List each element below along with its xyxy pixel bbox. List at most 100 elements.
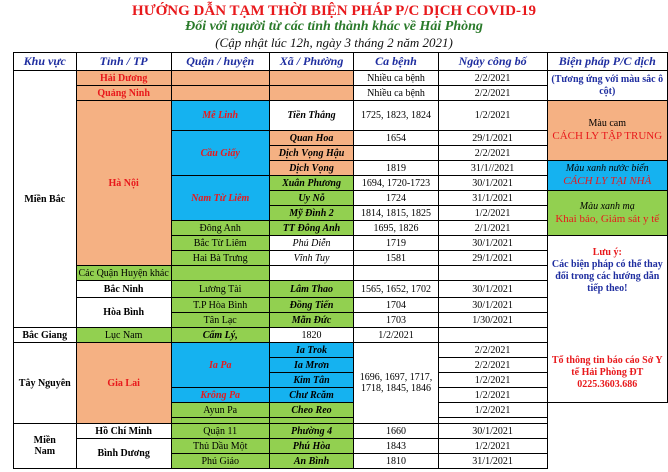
cases-dong-tien: 1704 bbox=[353, 297, 439, 313]
ward-tien-thang: Tiền Thắng bbox=[268, 100, 355, 131]
date-vinh-tuy: 29/1/2021 bbox=[437, 250, 548, 266]
ward-chu-rcam: Chư Rcăm bbox=[268, 387, 355, 403]
date-an-binh: 31/1/2021 bbox=[437, 453, 548, 469]
district-bac-tu-liem: Bắc Từ Liêm bbox=[170, 235, 270, 251]
cases-phu-hoa: 1843 bbox=[353, 438, 439, 454]
ward-dich-vong-hau: Dịch Vọng Hậu bbox=[268, 145, 355, 161]
cases-my-dinh-2: 1814, 1815, 1825 bbox=[353, 205, 439, 221]
cases-uy-no: 1724 bbox=[353, 190, 439, 206]
note-body: Các biện pháp có thể thay đổi trong các … bbox=[551, 259, 663, 294]
province-quang-ninh: Quảng Ninh bbox=[75, 85, 172, 101]
province-hai-duong: Hải Dương bbox=[75, 70, 172, 86]
ward-man-duc: Mãn Đức bbox=[268, 312, 355, 328]
measure-orange: Màu cam CÁCH LY TẬP TRUNG bbox=[546, 100, 668, 161]
district-hai-ba-trung: Hai Bà Trưng bbox=[170, 250, 270, 266]
ward-cam-ly: Cẩm Lý, bbox=[170, 327, 270, 343]
date-dich-vong-hau: 2/2/2021 bbox=[437, 145, 548, 161]
district-tp-hoa-binh: T.P Hòa Bình bbox=[170, 297, 270, 313]
measure-corresponding: (Tương ứng với màu sắc ô cột) bbox=[546, 70, 668, 101]
cases-man-duc: 1703 bbox=[353, 312, 439, 328]
cases-phu-dien: 1719 bbox=[353, 235, 439, 251]
district-ia-pa: Ia Pa bbox=[170, 342, 270, 388]
ward-tt-dong-anh: TT Đông Anh bbox=[268, 220, 355, 236]
date-man-duc: 1/30/2021 bbox=[437, 312, 548, 328]
cases-tt-dong-anh: 1695, 1826 bbox=[353, 220, 439, 236]
date-ia-trok: 2/2/2021 bbox=[437, 342, 548, 358]
date-ia-mron: 2/2/2021 bbox=[437, 357, 548, 373]
cases-quan-hoa: 1654 bbox=[353, 130, 439, 146]
date-cam-ly: 1/2/2021 bbox=[353, 327, 439, 343]
district-dong-anh: Đông Anh bbox=[170, 220, 270, 236]
cases-an-binh: 1810 bbox=[353, 453, 439, 469]
date-quang-ninh: 2/2/2021 bbox=[437, 85, 548, 101]
date-uy-no: 31/1/2021 bbox=[437, 190, 548, 206]
district-cau-giay: Cầu Giấy bbox=[170, 130, 270, 176]
district-thu-dau-mot: Thủ Dầu Một bbox=[170, 438, 270, 454]
cases-quang-ninh: Nhiều ca bệnh bbox=[353, 85, 439, 101]
cases-phuong-4: 1660 bbox=[353, 423, 439, 439]
header-region: Khu vực bbox=[13, 52, 77, 71]
ward-dich-vong: Dịch Vọng bbox=[268, 160, 355, 176]
header-measures: Biện pháp P/C dịch bbox=[546, 52, 668, 71]
ward-xuan-phuong: Xuân Phương bbox=[268, 175, 355, 191]
ward-lam-thao: Lâm Thao bbox=[268, 280, 355, 298]
covid-guidance-table: Khu vực Tỉnh / TP Quận / huyện Xã / Phườ… bbox=[13, 52, 668, 469]
ward-ia-mron: Ia Mrơn bbox=[268, 357, 355, 373]
province-bac-giang: Bắc Giang bbox=[13, 327, 77, 343]
cases-cam-ly: 1820 bbox=[268, 327, 355, 343]
ward-an-binh: An Bình bbox=[268, 453, 355, 469]
district-ayun-pa: Ayun Pa bbox=[170, 402, 270, 418]
date-my-dinh-2: 1/2/2021 bbox=[437, 205, 548, 221]
header-cases: Ca bệnh bbox=[353, 52, 439, 71]
cases-hai-duong: Nhiều ca bệnh bbox=[353, 70, 439, 86]
province-ha-noi: Hà Nội bbox=[75, 100, 172, 266]
page-subtitle: Đối với người từ các tỉnh thành khác về … bbox=[185, 19, 483, 34]
cases-lam-thao: 1565, 1652, 1702 bbox=[353, 280, 439, 298]
date-chu-rcam: 1/2/2021 bbox=[437, 387, 548, 403]
district-krong-pa: Krông Pa bbox=[170, 387, 270, 403]
measure-green: Màu xanh mạ Khai báo, Giám sát y tế bbox=[546, 190, 668, 236]
province-ho-chi-minh: Hồ Chí Minh bbox=[75, 423, 172, 439]
district-luc-nam: Lục Nam bbox=[75, 327, 172, 343]
header-district: Quận / huyện bbox=[170, 52, 270, 71]
district-tan-lac: Tân Lạc bbox=[170, 312, 270, 328]
date-me-linh: 1/2/2021 bbox=[437, 100, 548, 131]
district-cac-quan-khac: Các Quận Huyện khác bbox=[75, 265, 172, 281]
cases-xuan-phuong: 1694, 1720-1723 bbox=[353, 175, 439, 191]
cases-me-linh: 1725, 1823, 1824 bbox=[353, 100, 439, 131]
date-tt-dong-anh: 2/1/2021 bbox=[437, 220, 548, 236]
measure-notes: Lưu ý: Các biện pháp có thể thay đổi tro… bbox=[546, 235, 668, 403]
district-me-linh: Mê Linh bbox=[170, 100, 270, 131]
date-phu-hoa: 1/2/2021 bbox=[437, 438, 548, 454]
page-title: HƯỚNG DẪN TẠM THỜI BIỆN PHÁP P/C DỊCH CO… bbox=[132, 3, 536, 19]
province-hoa-binh: Hòa Bình bbox=[75, 297, 172, 328]
cases-gia-lai: 1696, 1697, 1717, 1718, 1845, 1846 bbox=[353, 342, 439, 424]
measure-blue-action: CÁCH LY TẠI NHÀ bbox=[563, 175, 652, 187]
region-north: Miền Bắc bbox=[13, 70, 77, 328]
ward-dong-tien: Đồng Tiến bbox=[268, 297, 355, 313]
date-dich-vong: 31/1//2021 bbox=[437, 160, 548, 176]
date-xuan-phuong: 30/1/2021 bbox=[437, 175, 548, 191]
province-bac-ninh: Bắc Ninh bbox=[75, 280, 172, 298]
region-south: Miền Nam bbox=[13, 423, 77, 469]
measure-orange-label: Màu cam bbox=[588, 118, 627, 129]
district-luong-tai: Lương Tài bbox=[170, 280, 270, 298]
header-province: Tỉnh / TP bbox=[75, 52, 172, 71]
date-phuong-4: 30/1/2021 bbox=[437, 423, 548, 439]
ward-cheo-reo: Cheo Reo bbox=[268, 402, 355, 418]
ward-ia-trok: Ia Trok bbox=[268, 342, 355, 358]
date-quan-hoa: 29/1/2021 bbox=[437, 130, 548, 146]
district-nam-tu-liem: Nam Từ Liêm bbox=[170, 175, 270, 221]
ward-quan-hoa: Quan Hoa bbox=[268, 130, 355, 146]
measure-green-label: Màu xanh mạ bbox=[579, 200, 635, 212]
note-title: Lưu ý: bbox=[592, 247, 622, 258]
measure-orange-action: CÁCH LY TẬP TRUNG bbox=[552, 130, 663, 142]
province-gia-lai: Gia Lai bbox=[75, 342, 172, 424]
cases-dich-vong: 1819 bbox=[353, 160, 439, 176]
date-cheo-reo: 1/2/2021 bbox=[437, 402, 548, 418]
update-note: (Cập nhật lúc 12h, ngày 3 tháng 2 năm 20… bbox=[215, 35, 453, 50]
ward-kim-tan: Kim Tân bbox=[268, 372, 355, 388]
measure-blue: Màu xanh nước biển CÁCH LY TẠI NHÀ bbox=[546, 160, 668, 191]
measure-green-action: Khai báo, Giám sát y tế bbox=[555, 212, 660, 225]
ward-uy-no: Uy Nỗ bbox=[268, 190, 355, 206]
